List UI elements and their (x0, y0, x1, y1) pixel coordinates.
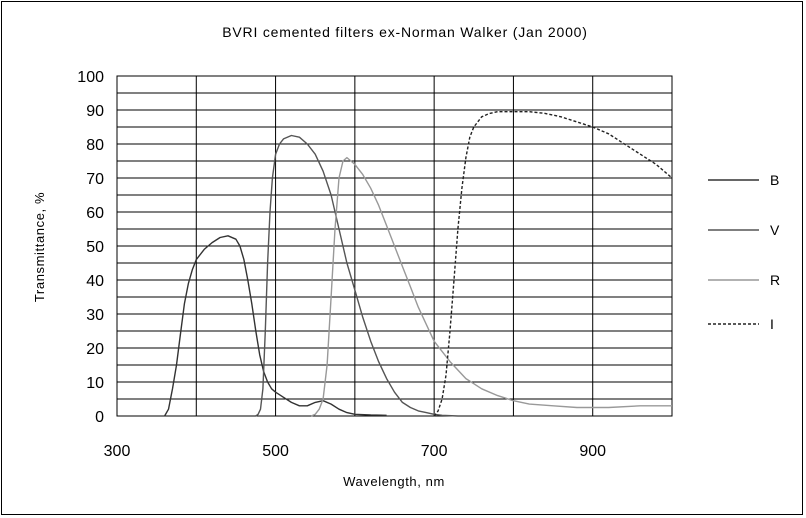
y-tick-label: 20 (86, 341, 104, 358)
y-tick-labels: 0 10 20 30 40 50 60 70 80 90 100 (77, 69, 104, 426)
y-tick-label: 50 (86, 239, 104, 256)
series-line-b (163, 235, 387, 417)
x-tick-label: 900 (579, 443, 606, 460)
series-line-i (433, 111, 673, 417)
y-tick-label: 60 (86, 205, 104, 222)
y-tick-label: 40 (86, 273, 104, 290)
x-tick-label: 500 (262, 443, 289, 460)
y-tick-label: 30 (86, 307, 104, 324)
legend-label-b: B (770, 172, 779, 188)
series-line-r (311, 156, 672, 417)
x-tick-labels: 300 500 700 900 (104, 443, 607, 460)
legend-label-v: V (770, 222, 780, 238)
plot-border (116, 75, 673, 417)
legend-label-i: I (770, 316, 774, 332)
x-tick-label: 700 (421, 443, 448, 460)
series-line-v (255, 134, 458, 417)
y-tick-label: 10 (86, 375, 104, 392)
x-axis-label: Wavelength, nm (343, 474, 445, 489)
grid (116, 75, 673, 417)
y-tick-label: 70 (86, 171, 104, 188)
y-axis-label: Transmittance, % (32, 192, 47, 302)
y-tick-label: 100 (77, 69, 104, 86)
y-tick-label: 0 (95, 409, 104, 426)
x-tick-label: 300 (104, 443, 131, 460)
legend: B V R I (708, 172, 780, 332)
y-tick-label: 90 (86, 103, 104, 120)
chart-title: BVRI cemented filters ex-Norman Walker (… (222, 24, 587, 40)
series-lines (163, 111, 673, 417)
y-tick-label: 80 (86, 137, 104, 154)
legend-label-r: R (770, 272, 780, 288)
